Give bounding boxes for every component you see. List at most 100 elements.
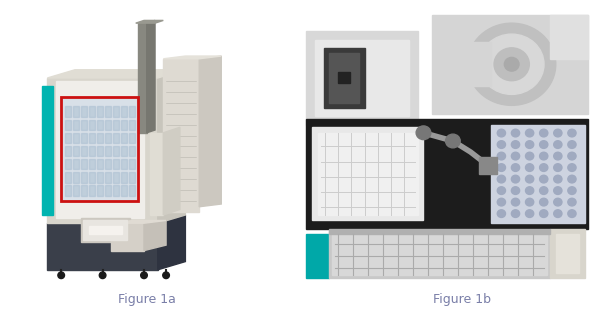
Polygon shape [113, 106, 119, 117]
Circle shape [554, 187, 562, 194]
Polygon shape [97, 159, 103, 169]
Polygon shape [65, 120, 71, 130]
Circle shape [568, 129, 576, 137]
Polygon shape [89, 120, 95, 130]
Polygon shape [89, 226, 122, 234]
Polygon shape [80, 218, 130, 243]
Circle shape [511, 152, 520, 160]
Circle shape [497, 164, 506, 171]
Polygon shape [121, 133, 127, 143]
Polygon shape [130, 159, 136, 169]
Circle shape [539, 198, 548, 206]
Circle shape [481, 159, 496, 173]
Polygon shape [106, 159, 112, 169]
Circle shape [511, 141, 520, 148]
Polygon shape [121, 120, 127, 130]
Circle shape [539, 152, 548, 160]
Polygon shape [73, 106, 79, 117]
Polygon shape [73, 159, 79, 169]
Polygon shape [89, 106, 95, 117]
Polygon shape [89, 159, 95, 169]
Circle shape [494, 48, 529, 81]
Circle shape [511, 198, 520, 206]
Polygon shape [306, 119, 588, 229]
Polygon shape [106, 106, 112, 117]
Polygon shape [97, 146, 103, 156]
Polygon shape [306, 32, 418, 124]
Polygon shape [65, 146, 71, 156]
Polygon shape [130, 120, 136, 130]
Polygon shape [73, 186, 79, 196]
Polygon shape [65, 186, 71, 196]
Polygon shape [113, 186, 119, 196]
Polygon shape [97, 106, 103, 117]
Circle shape [511, 210, 520, 217]
Circle shape [526, 187, 534, 194]
Polygon shape [113, 146, 119, 156]
Polygon shape [550, 15, 588, 59]
Circle shape [497, 210, 506, 217]
Polygon shape [556, 234, 580, 272]
Circle shape [568, 164, 576, 171]
Polygon shape [89, 172, 95, 183]
Polygon shape [139, 23, 147, 133]
Circle shape [99, 272, 106, 278]
Polygon shape [130, 186, 136, 196]
Polygon shape [82, 120, 88, 130]
Polygon shape [462, 42, 491, 86]
Polygon shape [56, 81, 144, 218]
Circle shape [539, 210, 548, 217]
Circle shape [568, 141, 576, 148]
Circle shape [526, 198, 534, 206]
Polygon shape [158, 70, 185, 223]
Text: Figure 1b: Figure 1b [433, 293, 491, 306]
Circle shape [511, 187, 520, 194]
Circle shape [554, 175, 562, 183]
Polygon shape [130, 106, 136, 117]
Polygon shape [106, 133, 112, 143]
Polygon shape [149, 133, 163, 215]
Circle shape [554, 152, 562, 160]
Circle shape [511, 129, 520, 137]
Polygon shape [97, 186, 103, 196]
Polygon shape [323, 48, 365, 108]
Polygon shape [136, 20, 163, 23]
Circle shape [554, 129, 562, 137]
Polygon shape [97, 120, 103, 130]
Polygon shape [130, 146, 136, 156]
Circle shape [568, 187, 576, 194]
Polygon shape [113, 159, 119, 169]
Polygon shape [163, 56, 221, 59]
Circle shape [446, 134, 460, 148]
Polygon shape [314, 40, 409, 116]
Polygon shape [329, 53, 359, 103]
Polygon shape [83, 220, 127, 240]
Circle shape [511, 175, 520, 183]
Circle shape [539, 175, 548, 183]
Circle shape [539, 164, 548, 171]
Polygon shape [73, 172, 79, 183]
Polygon shape [121, 146, 127, 156]
Circle shape [554, 198, 562, 206]
Polygon shape [329, 229, 550, 234]
Circle shape [568, 175, 576, 183]
Polygon shape [121, 172, 127, 183]
Polygon shape [89, 146, 95, 156]
Polygon shape [550, 229, 585, 278]
Polygon shape [306, 234, 329, 278]
Circle shape [497, 198, 506, 206]
Polygon shape [332, 234, 547, 275]
Circle shape [497, 175, 506, 183]
Polygon shape [47, 70, 185, 78]
Polygon shape [82, 106, 88, 117]
Circle shape [539, 129, 548, 137]
Circle shape [554, 141, 562, 148]
Polygon shape [65, 133, 71, 143]
Polygon shape [106, 186, 112, 196]
Polygon shape [144, 220, 166, 251]
Circle shape [467, 23, 556, 105]
Polygon shape [82, 133, 88, 143]
Polygon shape [317, 133, 418, 215]
Circle shape [505, 57, 519, 71]
Polygon shape [73, 133, 79, 143]
